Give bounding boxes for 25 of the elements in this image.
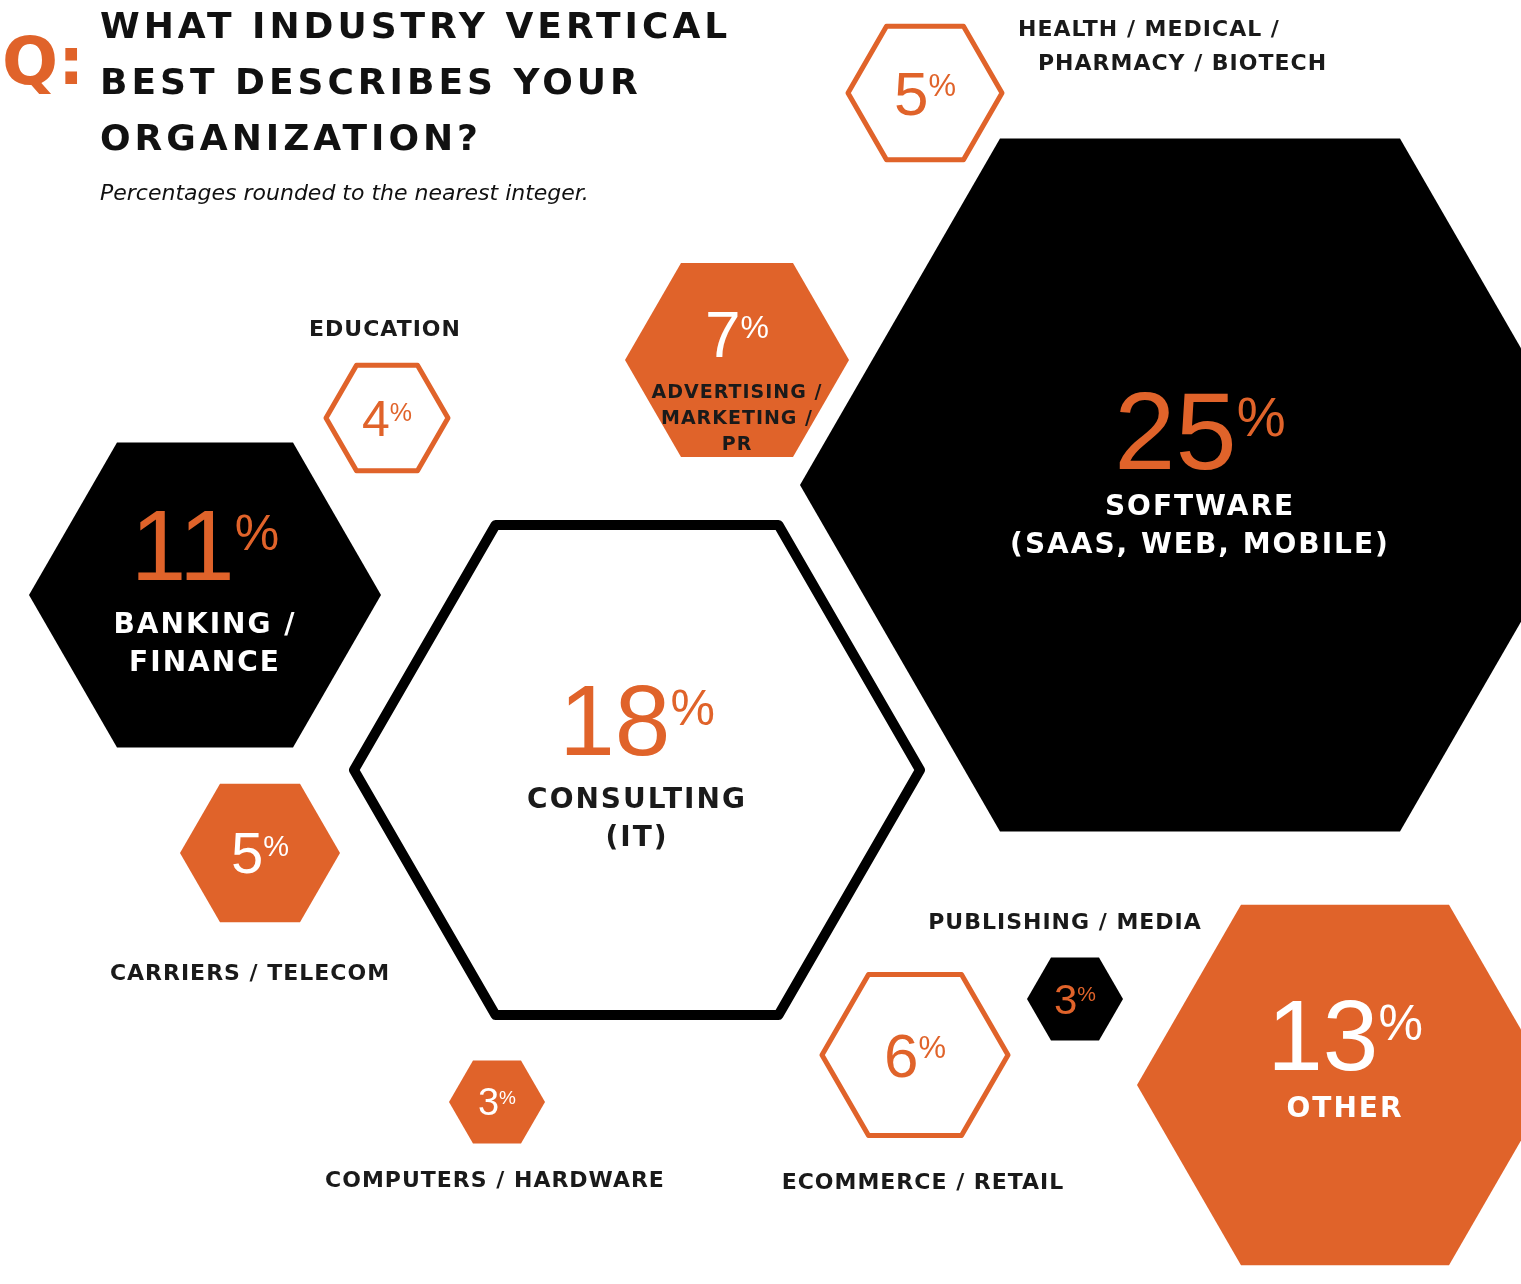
data-label: 18$^{%}$ bbox=[559, 664, 715, 776]
text: Percentages rounded to the nearest integer. bbox=[100, 180, 589, 205]
category-label: OTHER bbox=[1286, 1090, 1404, 1124]
category-label: PUBLISHING / MEDIA bbox=[928, 909, 1202, 934]
category-label: EDUCATION bbox=[309, 316, 461, 341]
text: Q: bbox=[2, 23, 85, 100]
category-label: COMPUTERS / HARDWARE bbox=[325, 1167, 665, 1192]
data-label: 6$^{%}$ bbox=[883, 1020, 947, 1090]
category-label: BANKING / FINANCE bbox=[113, 606, 297, 678]
category-label: ECOMMERCE / RETAIL bbox=[781, 1169, 1065, 1194]
data-label: 3$^{%}$ bbox=[477, 1081, 517, 1124]
data-label: 11$^{%}$ bbox=[130, 489, 280, 601]
data-label: 25$^{%}$ bbox=[1114, 368, 1286, 492]
category-label: ADVERTISING / MARKETING / PR bbox=[651, 380, 823, 454]
data-label: 5$^{%}$ bbox=[230, 820, 290, 886]
category-label: SOFTWARE (SAAS, WEB, MOBILE) bbox=[1010, 489, 1390, 561]
data-label: 3$^{%}$ bbox=[1053, 975, 1097, 1023]
data-label: 7$^{%}$ bbox=[704, 298, 770, 371]
text: WHAT INDUSTRY VERTICAL BEST DESCRIBES YOUR ORGANIZATION? bbox=[100, 5, 732, 158]
category-label: CARRIERS / TELECOM bbox=[109, 960, 391, 985]
data-label: 4$^{%}$ bbox=[361, 390, 413, 447]
data-label: 13$^{%}$ bbox=[1267, 979, 1423, 1091]
data-label: 5$^{%}$ bbox=[893, 58, 957, 128]
category-label: HEALTH / MEDICAL / PHARMACY / BIOTECH bbox=[1018, 16, 1328, 75]
category-label: CONSULTING (IT) bbox=[527, 781, 747, 853]
